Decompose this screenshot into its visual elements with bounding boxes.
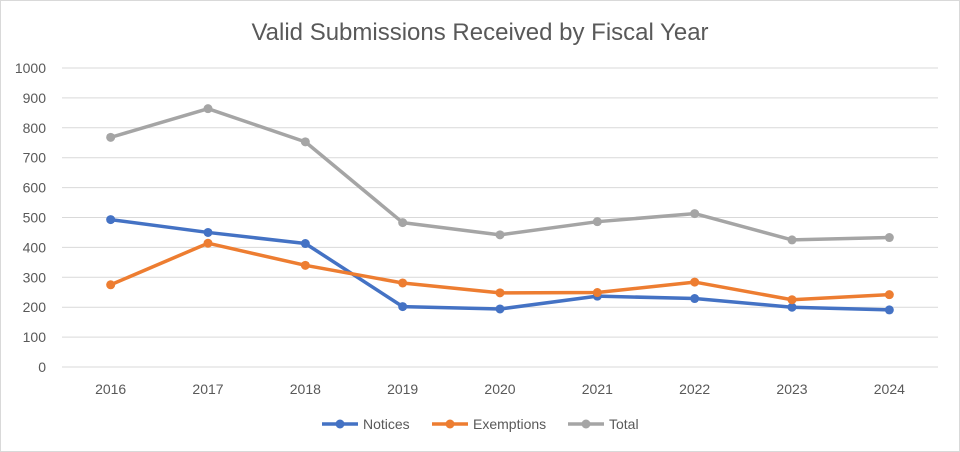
y-tick-label: 900 (23, 90, 47, 106)
data-point (787, 235, 797, 245)
y-axis-ticks: 0 100 200 300 400 500 600 700 800 900 1000 (15, 60, 46, 375)
y-tick-label: 600 (23, 180, 47, 196)
data-point (787, 302, 797, 312)
legend: Notices Exemptions Total (322, 416, 639, 432)
chart-title: Valid Submissions Received by Fiscal Yea… (251, 19, 708, 46)
data-point (884, 305, 894, 315)
x-tick-label: 2021 (582, 381, 613, 397)
y-tick-label: 500 (23, 210, 47, 226)
data-point (300, 137, 310, 147)
series-total (106, 104, 894, 245)
y-tick-label: 200 (23, 299, 47, 315)
data-point (398, 218, 408, 228)
data-point (690, 294, 700, 304)
legend-label: Total (609, 416, 639, 432)
data-point (495, 304, 505, 314)
x-tick-label: 2024 (874, 381, 905, 397)
data-point (398, 302, 408, 312)
data-point (690, 277, 700, 287)
data-point (690, 209, 700, 219)
data-point (300, 260, 310, 270)
legend-marker-icon (445, 419, 455, 429)
legend-label: Notices (363, 416, 410, 432)
data-point (884, 290, 894, 300)
x-tick-label: 2023 (776, 381, 807, 397)
data-point (495, 288, 505, 298)
x-tick-label: 2019 (387, 381, 418, 397)
y-tick-label: 0 (38, 359, 46, 375)
x-tick-label: 2020 (484, 381, 515, 397)
x-tick-label: 2016 (95, 381, 126, 397)
data-point (203, 104, 213, 114)
y-tick-label: 100 (23, 329, 47, 345)
data-point (106, 280, 116, 290)
data-point (495, 230, 505, 240)
data-point (398, 278, 408, 288)
legend-marker-icon (335, 419, 345, 429)
series-notices (106, 215, 894, 315)
data-point (592, 288, 602, 298)
y-tick-label: 800 (23, 120, 47, 136)
x-tick-label: 2018 (290, 381, 321, 397)
legend-label: Exemptions (473, 416, 546, 432)
y-tick-label: 400 (23, 239, 47, 255)
data-point (300, 239, 310, 249)
data-point (106, 215, 116, 225)
series-line (108, 106, 892, 242)
x-tick-label: 2017 (192, 381, 223, 397)
data-point (106, 132, 116, 142)
y-tick-label: 1000 (15, 60, 46, 76)
data-point (884, 233, 894, 243)
legend-item: Notices (322, 416, 410, 432)
data-point (203, 238, 213, 248)
data-point (592, 217, 602, 227)
series-group (106, 104, 894, 315)
legend-item: Total (568, 416, 639, 432)
x-tick-label: 2022 (679, 381, 710, 397)
y-tick-label: 700 (23, 150, 47, 166)
y-tick-label: 300 (23, 269, 47, 285)
legend-marker-icon (581, 419, 591, 429)
series-exemptions (106, 238, 894, 305)
legend-item: Exemptions (432, 416, 546, 432)
data-point (203, 227, 213, 237)
gridlines (62, 67, 938, 368)
data-point (787, 295, 797, 305)
x-axis-ticks: 2016 2017 2018 2019 2020 2021 2022 2023 2024 (95, 381, 905, 397)
